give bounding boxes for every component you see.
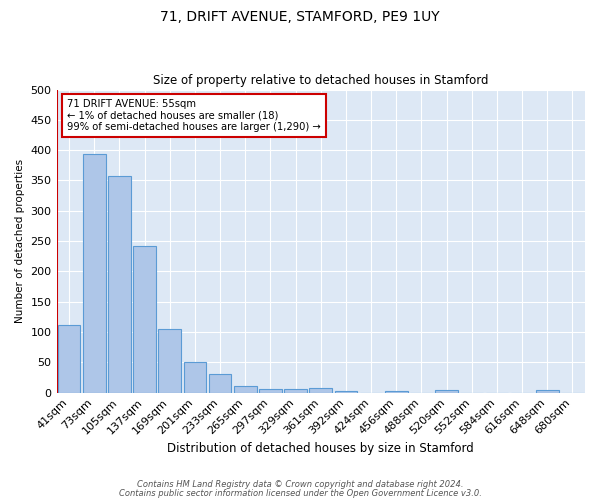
- Bar: [284, 389, 307, 392]
- Bar: [435, 390, 458, 392]
- Y-axis label: Number of detached properties: Number of detached properties: [15, 159, 25, 323]
- Text: 71, DRIFT AVENUE, STAMFORD, PE9 1UY: 71, DRIFT AVENUE, STAMFORD, PE9 1UY: [160, 10, 440, 24]
- Text: 71 DRIFT AVENUE: 55sqm
← 1% of detached houses are smaller (18)
99% of semi-deta: 71 DRIFT AVENUE: 55sqm ← 1% of detached …: [67, 98, 321, 132]
- Bar: [385, 391, 407, 392]
- Bar: [58, 324, 80, 392]
- Bar: [234, 386, 257, 392]
- Bar: [536, 390, 559, 392]
- Bar: [259, 389, 282, 392]
- Bar: [133, 246, 156, 392]
- Bar: [335, 391, 357, 392]
- Bar: [310, 388, 332, 392]
- Bar: [83, 154, 106, 392]
- Bar: [108, 176, 131, 392]
- X-axis label: Distribution of detached houses by size in Stamford: Distribution of detached houses by size …: [167, 442, 474, 455]
- Bar: [209, 374, 232, 392]
- Bar: [184, 362, 206, 392]
- Text: Contains public sector information licensed under the Open Government Licence v3: Contains public sector information licen…: [119, 489, 481, 498]
- Text: Contains HM Land Registry data © Crown copyright and database right 2024.: Contains HM Land Registry data © Crown c…: [137, 480, 463, 489]
- Title: Size of property relative to detached houses in Stamford: Size of property relative to detached ho…: [153, 74, 488, 87]
- Bar: [158, 329, 181, 392]
